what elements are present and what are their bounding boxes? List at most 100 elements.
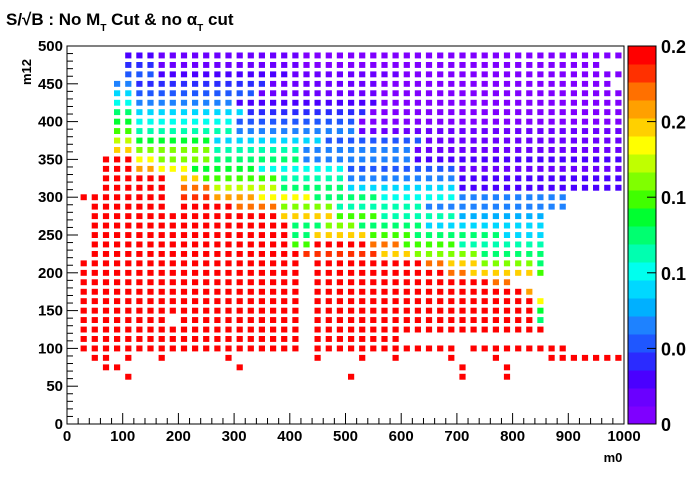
heatmap-cell [515,109,522,116]
heatmap-cell [348,269,355,276]
heatmap-cell [236,269,243,276]
heatmap-cell [314,80,321,87]
heatmap-cell [515,260,522,267]
heatmap-cell [526,298,533,305]
heatmap-cell [381,260,388,267]
heatmap-cell [136,165,143,172]
heatmap-cell [270,52,277,59]
heatmap-cell [570,165,577,172]
heatmap-cell [348,62,355,68]
heatmap-cell [437,137,444,144]
heatmap-cell [225,307,232,314]
x-tick-label: 500 [333,428,358,445]
heatmap-cell [414,279,421,286]
heatmap-cell [258,165,265,172]
heatmap-cell [180,345,188,352]
heatmap-cell [102,354,110,361]
heatmap-cell [125,251,132,257]
heatmap-cell [348,165,355,172]
heatmap-cell [593,90,600,97]
heatmap-cell [303,137,310,144]
heatmap-cell [136,137,143,144]
heatmap-cell [147,203,154,210]
heatmap-cell [370,232,377,238]
heatmap-cell [370,269,377,276]
heatmap-cell [281,137,288,144]
heatmap-cell [515,99,522,106]
heatmap-cell [381,222,388,229]
heatmap-cell [236,99,243,106]
heatmap-cell [281,260,288,267]
heatmap-cell [548,71,555,78]
heatmap-cell [370,147,377,153]
x-tick-label: 100 [110,428,135,445]
heatmap-cell [403,62,410,68]
heatmap-cell [102,222,110,229]
heatmap-cell [147,184,154,191]
heatmap-cell [448,128,455,134]
heatmap-cell [336,336,343,342]
heatmap-cell [515,137,522,144]
heatmap-cell [125,165,132,172]
heatmap-cell [381,165,388,172]
heatmap-cell [548,184,555,191]
heatmap-cell [425,317,433,323]
heatmap-cell [381,288,388,295]
heatmap-cell [425,279,433,286]
heatmap-cell [359,345,366,352]
heatmap-cell [459,222,466,229]
heatmap-cell [180,156,188,163]
heatmap-cell [303,213,310,220]
heatmap-cell [403,118,410,125]
heatmap-cell [147,326,154,333]
heatmap-cell [448,317,455,323]
heatmap-cell [303,109,310,116]
heatmap-cell [481,71,488,78]
heatmap-cell [147,71,154,78]
heatmap-cell [325,222,332,229]
heatmap-cell [247,298,254,305]
heatmap-cell [370,90,377,97]
heatmap-cell [570,52,577,59]
heatmap-cell [203,109,210,116]
heatmap-cell [158,307,165,314]
heatmap-cell [258,222,265,229]
heatmap-cell [570,354,577,361]
heatmap-cell [503,203,511,210]
heatmap-cell [515,62,522,68]
heatmap-cell [147,288,154,295]
heatmap-cell [437,128,444,134]
heatmap-cell [169,251,176,257]
heatmap-cell [180,279,188,286]
heatmap-cell [359,137,366,144]
heatmap-cell [581,62,589,68]
heatmap-cell [537,213,544,220]
heatmap-cell [258,307,265,314]
heatmap-cell [203,260,210,267]
heatmap-cell [425,213,433,220]
heatmap-cell [314,213,321,220]
heatmap-cell [314,90,321,97]
heatmap-cell [370,241,377,248]
heatmap-cell [581,90,589,97]
heatmap-cell [102,317,110,323]
heatmap-cell [359,71,366,78]
heatmap-cell [91,298,98,305]
heatmap-cell [381,156,388,163]
heatmap-cell [292,52,299,59]
heatmap-cell [136,222,143,229]
heatmap-cell [336,156,343,163]
heatmap-cell [147,165,154,172]
heatmap-cell [169,232,176,238]
heatmap-cell [381,62,388,68]
heatmap-cell [91,336,98,342]
y-tick-label: 200 [38,265,63,282]
heatmap-cell [537,71,544,78]
heatmap-cell [225,52,232,59]
heatmap-cell [403,232,410,238]
heatmap-cell [403,80,410,87]
heatmap-cell [359,175,366,182]
heatmap-cell [136,288,143,295]
heatmap-cell [392,241,399,248]
heatmap-cell [214,52,221,59]
